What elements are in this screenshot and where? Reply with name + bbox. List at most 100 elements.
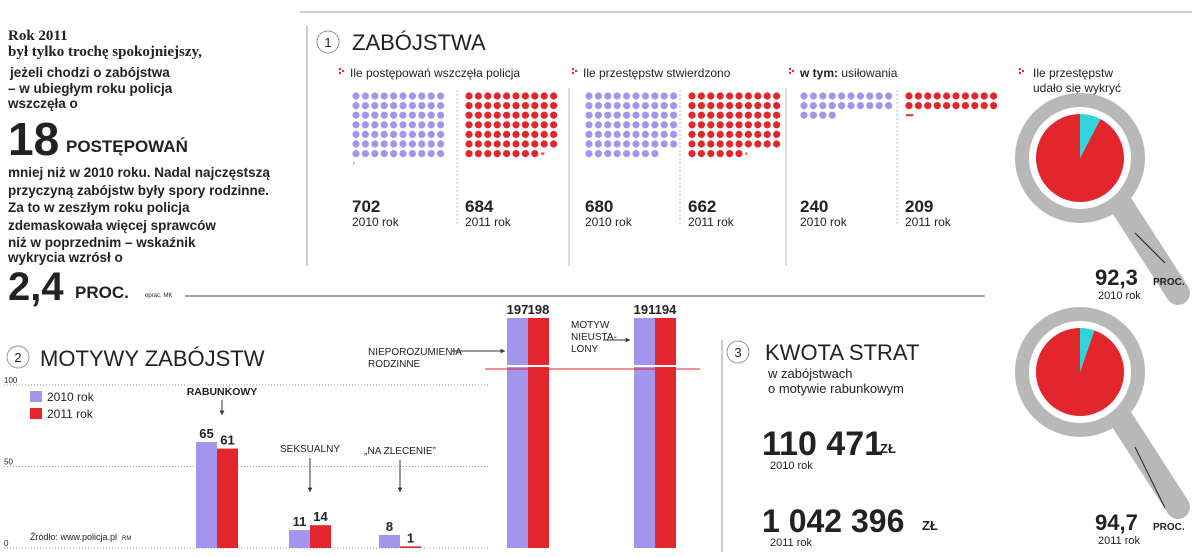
dot	[763, 130, 771, 138]
dot	[418, 150, 426, 158]
dot	[540, 92, 548, 100]
dot	[465, 102, 473, 110]
big-figure: 2,4	[8, 265, 64, 309]
dot-fraction	[353, 162, 355, 165]
dot	[952, 92, 960, 100]
dot	[418, 130, 426, 138]
dot	[531, 130, 539, 138]
series-name: 2010 rok	[352, 215, 400, 229]
category-label: LONY	[571, 344, 599, 355]
series-name: 2011 rok	[688, 215, 735, 229]
dot	[503, 140, 511, 148]
dot	[399, 140, 407, 148]
dot	[716, 150, 724, 158]
pie-title: udało się wykryć	[1033, 81, 1121, 95]
dot	[754, 111, 762, 119]
dot	[594, 121, 603, 129]
category-label: RABUNKOWY	[187, 386, 258, 398]
dot	[651, 140, 659, 148]
dot	[484, 121, 492, 129]
dot	[380, 111, 388, 119]
dot	[914, 102, 923, 110]
dot	[632, 111, 640, 119]
dot	[604, 140, 612, 148]
dot	[474, 140, 482, 148]
dot-fraction	[745, 152, 747, 155]
bullet	[1021, 69, 1025, 73]
dot	[773, 130, 781, 138]
dot	[744, 140, 753, 148]
dot	[819, 102, 827, 110]
dot	[670, 130, 678, 138]
dot	[604, 111, 612, 119]
dot	[961, 102, 970, 110]
legend-label: 2010 rok	[47, 390, 95, 404]
dot	[361, 111, 369, 119]
legend-label: 2011 rok	[47, 407, 94, 421]
dot	[744, 111, 753, 119]
dot	[735, 130, 743, 138]
dot	[651, 150, 659, 158]
dot	[875, 102, 883, 110]
unit: PROC.	[1153, 522, 1185, 533]
dot	[371, 102, 379, 110]
dot	[754, 102, 762, 110]
dot	[594, 150, 603, 158]
dot	[594, 92, 603, 100]
badge-number: 3	[734, 345, 741, 360]
body-line: Za to w zeszłym roku policja	[8, 200, 190, 215]
dot	[418, 92, 426, 100]
dot	[651, 92, 659, 100]
dot	[641, 102, 650, 110]
dot	[613, 111, 621, 119]
category-label: MOTYW	[571, 320, 610, 331]
dot	[594, 111, 603, 119]
dot	[399, 121, 407, 129]
amount: 1 042 396	[762, 503, 904, 539]
dot	[390, 140, 398, 148]
dot	[735, 140, 743, 148]
dot	[744, 130, 753, 138]
bar	[507, 318, 528, 548]
dot	[493, 121, 501, 129]
dot	[952, 102, 960, 110]
dot	[604, 150, 612, 158]
dot	[866, 102, 874, 110]
dot	[531, 150, 539, 158]
magnifier-handle	[1108, 191, 1190, 305]
dot	[585, 111, 593, 119]
dot	[773, 140, 781, 148]
body-line: wykrycia wzrósł o	[7, 250, 123, 265]
dot	[660, 140, 668, 148]
dot	[503, 111, 511, 119]
dot	[427, 111, 435, 119]
dot	[716, 121, 724, 129]
dot	[961, 92, 970, 100]
dot-fraction	[906, 114, 914, 117]
dot	[427, 140, 435, 148]
dot	[380, 140, 388, 148]
dot	[707, 130, 715, 138]
dot	[408, 130, 416, 138]
credit: oprac. MK	[145, 293, 172, 299]
pie-slice	[1035, 328, 1124, 417]
lead-line: jeżeli chodzi o zabójstwa	[9, 65, 170, 80]
dot	[361, 130, 369, 138]
dot	[352, 140, 360, 148]
dot	[641, 130, 650, 138]
value-label: 1	[407, 530, 414, 545]
dot	[885, 92, 893, 100]
dot	[585, 92, 593, 100]
dot	[838, 92, 846, 100]
dot	[866, 92, 874, 100]
value-label: 684	[465, 197, 494, 216]
dot-group	[800, 92, 893, 119]
number-badge	[726, 340, 750, 364]
dot	[437, 121, 445, 129]
dot	[632, 130, 640, 138]
dot	[604, 130, 612, 138]
bar	[310, 525, 331, 548]
dot	[641, 150, 650, 158]
dot	[550, 121, 558, 129]
